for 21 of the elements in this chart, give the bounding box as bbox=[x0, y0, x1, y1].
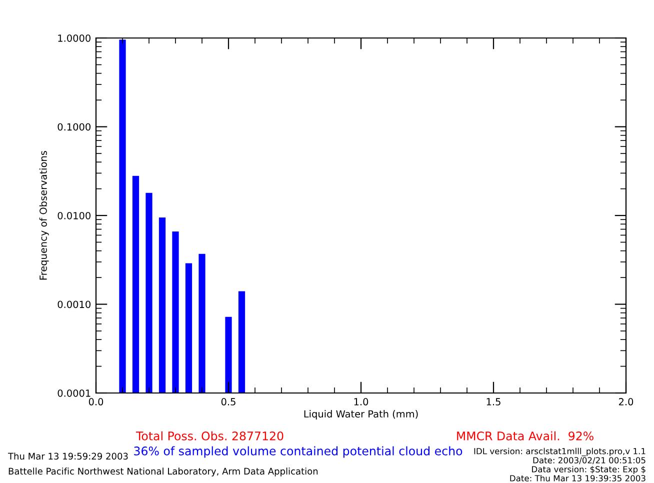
x-tick-label: 1.0 bbox=[354, 398, 368, 406]
x-tick-label: 2.0 bbox=[618, 398, 634, 406]
text: 36% of sampled volume contained potential cloud echo bbox=[134, 446, 462, 458]
text: Thu Mar 13 19:59:29 2003 bbox=[8, 452, 128, 460]
y-tick-label: 0.0001 bbox=[58, 389, 90, 397]
x-tick-label: 0.5 bbox=[221, 398, 236, 406]
x-tick-label: 1.5 bbox=[486, 398, 500, 406]
y-axis-title: Frequency of Observations bbox=[39, 150, 49, 280]
text: MMCR Data Avail. 92% bbox=[457, 431, 594, 440]
x-tick-label: 0.0 bbox=[88, 398, 104, 406]
text: IDL version: arsclstat1mlll_plots.pro,v 1.1 bbox=[474, 448, 646, 456]
y-tick-label: 1.0000 bbox=[58, 34, 90, 42]
y-tick-label: 0.0100 bbox=[58, 212, 90, 220]
text: Date: 2003/02/21 00:51:05 bbox=[533, 457, 646, 464]
x-axis-title: Liquid Water Path (mm) bbox=[304, 410, 418, 420]
text: Battelle Pacific Northwest National Laboratory, Arm Data Application bbox=[8, 468, 318, 476]
text: Date: Thu Mar 13 19:39:35 2003 bbox=[510, 474, 646, 482]
text: Data version: $State: Exp $ bbox=[532, 466, 646, 474]
y-tick-label: 0.1000 bbox=[58, 123, 90, 131]
text: Total Poss. Obs. 2877120 bbox=[136, 431, 284, 440]
y-tick-label: 0.0010 bbox=[58, 300, 90, 308]
